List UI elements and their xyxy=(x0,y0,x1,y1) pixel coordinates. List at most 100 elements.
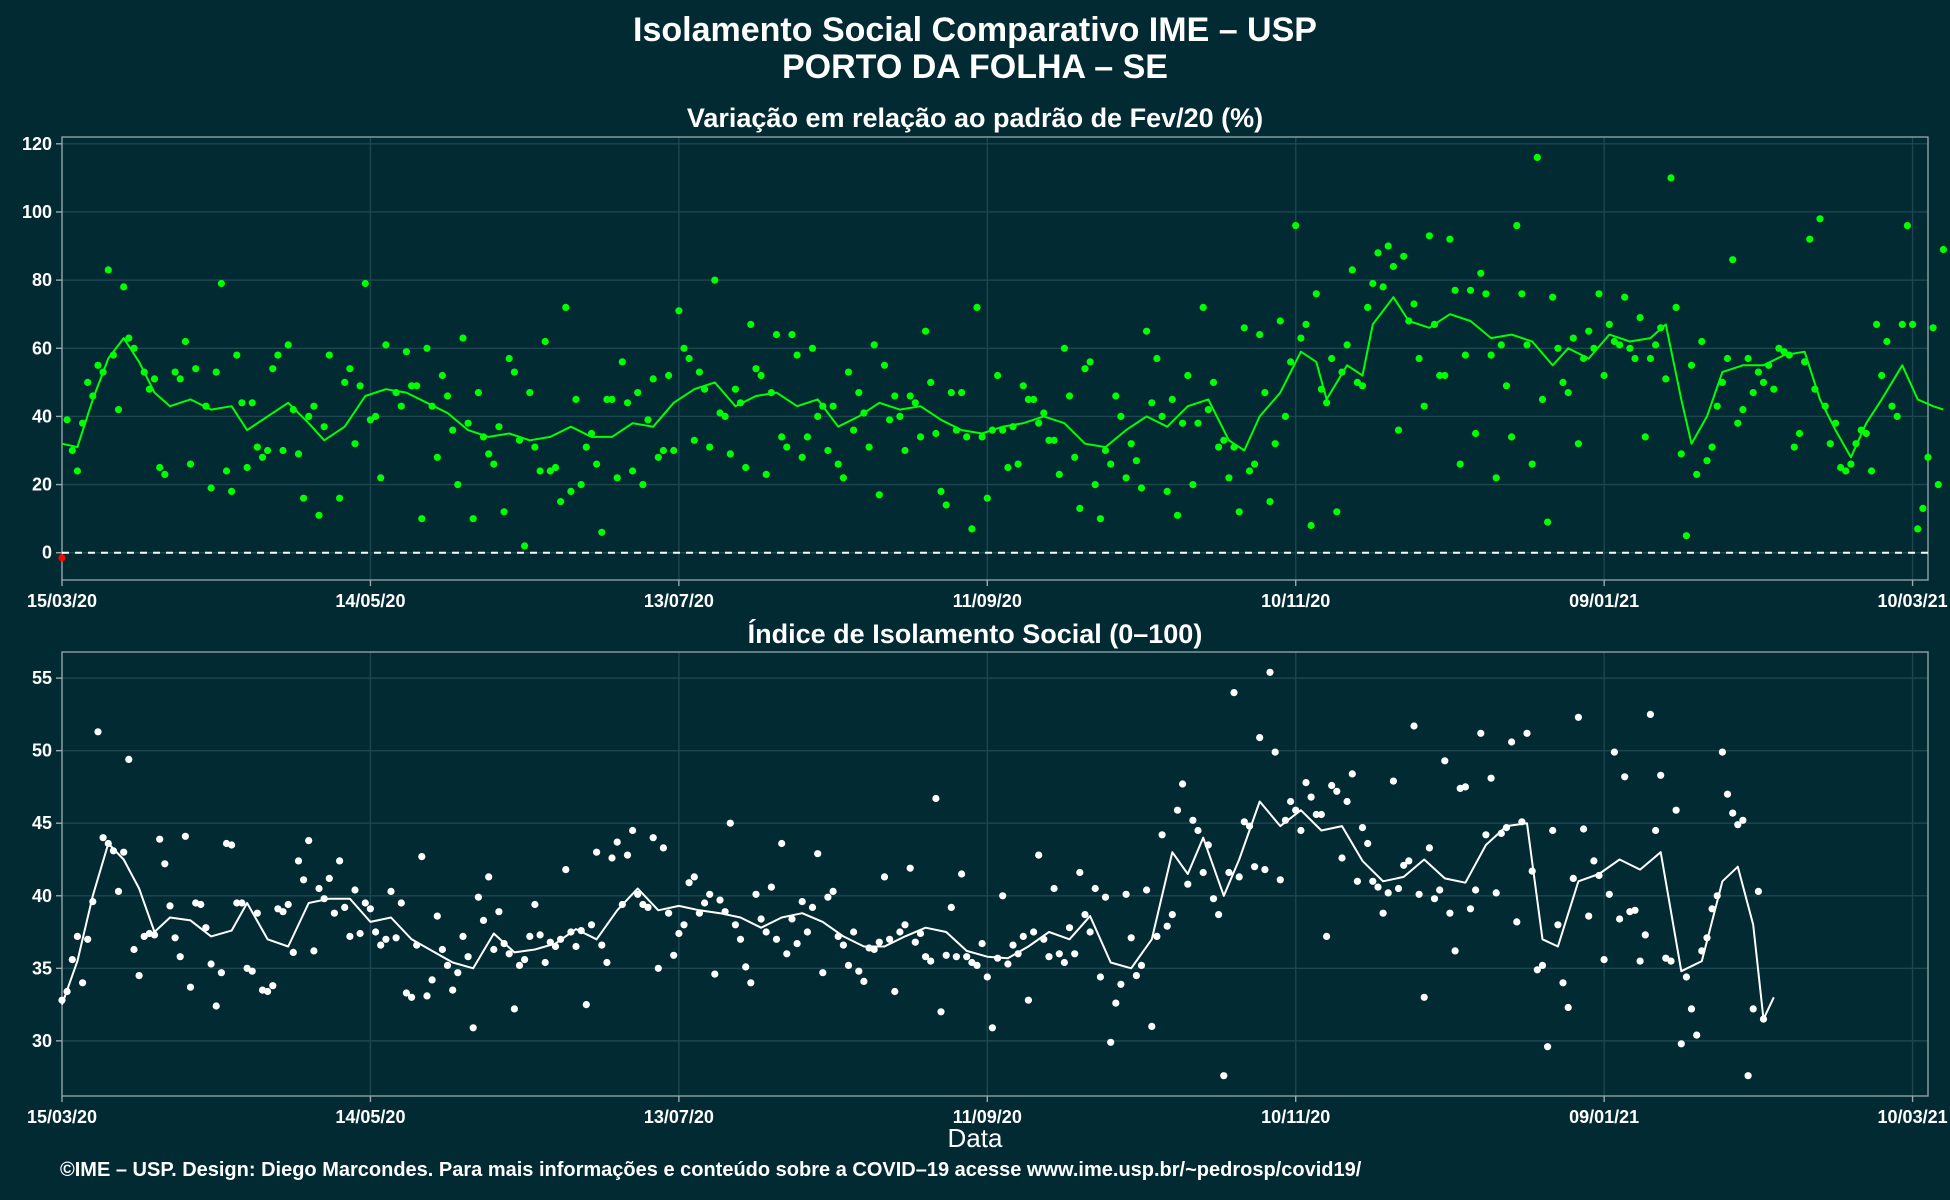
data-point xyxy=(1030,928,1038,936)
data-point xyxy=(1636,957,1644,965)
data-point xyxy=(150,375,159,383)
data-point xyxy=(690,436,698,444)
data-point xyxy=(1569,334,1577,342)
data-point xyxy=(829,402,837,410)
data-point xyxy=(181,337,189,346)
data-point xyxy=(757,371,765,380)
data-point xyxy=(68,446,76,455)
data-point xyxy=(963,433,971,441)
x-tick-label: 13/07/20 xyxy=(644,1107,714,1127)
data-point xyxy=(1528,460,1536,468)
data-point xyxy=(891,987,899,996)
data-point xyxy=(1245,467,1254,475)
data-point xyxy=(675,929,683,938)
data-point xyxy=(947,903,955,912)
data-point xyxy=(176,953,184,961)
data-point xyxy=(1297,826,1305,835)
data-point xyxy=(459,932,467,941)
data-point xyxy=(258,453,267,461)
data-point xyxy=(1343,341,1351,349)
data-point xyxy=(731,385,740,393)
data-point xyxy=(1030,395,1038,403)
data-point xyxy=(1281,412,1289,420)
data-point xyxy=(186,460,195,468)
data-point xyxy=(772,935,781,943)
data-point xyxy=(1605,890,1613,898)
data-point xyxy=(613,474,621,482)
data-point xyxy=(1122,474,1130,482)
data-point xyxy=(1549,826,1557,835)
data-point xyxy=(1055,470,1063,478)
data-point xyxy=(510,368,518,376)
data-point xyxy=(485,450,493,458)
data-point xyxy=(135,972,143,980)
data-point xyxy=(438,371,446,380)
data-point xyxy=(166,902,174,910)
data-point xyxy=(202,924,210,932)
data-point xyxy=(1328,354,1336,363)
data-point xyxy=(1173,806,1182,814)
data-point xyxy=(397,899,405,907)
data-point xyxy=(1323,932,1331,941)
data-point xyxy=(1888,402,1896,410)
x-tick-label: 09/01/21 xyxy=(1569,1107,1639,1127)
data-point xyxy=(1626,344,1634,352)
data-point xyxy=(479,916,488,925)
data-point xyxy=(1086,928,1094,936)
data-point xyxy=(485,873,493,881)
moving-average-line xyxy=(61,296,1944,459)
data-point xyxy=(752,890,760,898)
data-point xyxy=(325,874,333,883)
data-point xyxy=(670,951,678,959)
data-point xyxy=(63,416,71,424)
data-point xyxy=(922,953,930,961)
data-point xyxy=(449,986,457,994)
data-point xyxy=(217,279,225,288)
x-tick-label: 14/05/20 xyxy=(335,1107,405,1127)
data-point xyxy=(1564,389,1572,397)
data-point xyxy=(706,890,714,898)
data-point xyxy=(1107,1038,1115,1046)
data-point xyxy=(973,303,981,311)
data-point xyxy=(752,365,760,373)
data-point xyxy=(1168,395,1176,403)
data-point xyxy=(1718,378,1726,386)
data-point xyxy=(978,940,986,948)
data-point xyxy=(1585,327,1593,335)
data-point xyxy=(1374,249,1382,257)
data-point xyxy=(1307,793,1315,801)
data-point xyxy=(1523,729,1531,737)
data-point xyxy=(1734,821,1742,829)
data-point xyxy=(1358,824,1367,832)
data-point xyxy=(264,987,272,996)
y-tick-label: 50 xyxy=(32,741,52,761)
data-point xyxy=(125,755,133,764)
data-point xyxy=(1369,877,1377,885)
data-point xyxy=(814,412,822,420)
data-point xyxy=(541,958,549,967)
data-point xyxy=(742,963,750,971)
data-point xyxy=(531,900,539,909)
data-point xyxy=(1384,889,1392,897)
data-point xyxy=(1590,857,1598,865)
y-tick-label: 80 xyxy=(32,270,52,290)
x-tick-label: 14/05/20 xyxy=(335,591,405,611)
data-point xyxy=(1754,887,1762,896)
data-point xyxy=(1538,961,1547,970)
data-point xyxy=(238,899,246,907)
data-point xyxy=(665,909,673,917)
data-point xyxy=(387,887,395,896)
data-point xyxy=(608,395,616,403)
data-point xyxy=(1302,779,1310,787)
data-point xyxy=(1353,877,1361,885)
data-point xyxy=(233,899,241,907)
data-point xyxy=(228,487,236,495)
data-point xyxy=(1646,710,1654,719)
data-point xyxy=(1194,826,1202,835)
data-point xyxy=(1179,780,1187,788)
data-point xyxy=(377,941,385,949)
data-point xyxy=(161,860,169,868)
data-point xyxy=(932,794,940,803)
data-point xyxy=(1564,1003,1572,1012)
data-point xyxy=(1276,317,1284,325)
